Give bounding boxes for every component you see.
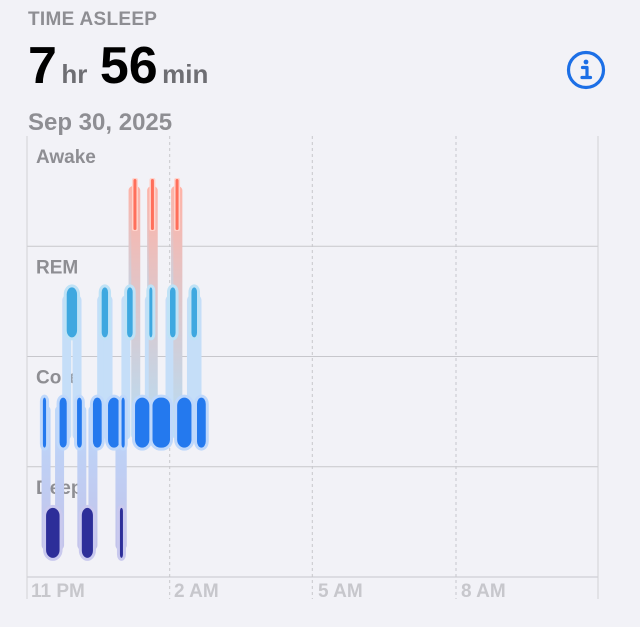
x-tick-label: 8 AM: [461, 581, 506, 602]
stage-bar-awake: [174, 178, 181, 231]
stage-bar-rem: [146, 284, 156, 341]
time-asleep-label: TIME ASLEEP: [28, 9, 158, 30]
stage-bar-core: [56, 394, 70, 451]
x-tick-label: 11 PM: [31, 581, 85, 602]
info-circle-icon: [566, 50, 606, 90]
stage-bar-core: [149, 394, 173, 451]
x-tick-label: 2 AM: [174, 581, 219, 602]
stage-bar-core: [74, 394, 85, 451]
stage-bar-core: [132, 394, 153, 451]
stage-bar-core: [105, 394, 123, 451]
stage-bar-deep: [116, 504, 126, 561]
stage-bar-awake: [131, 178, 138, 231]
stage-bar-deep: [43, 504, 63, 561]
stage-bar-rem: [63, 284, 81, 341]
stage-bar-rem: [188, 284, 201, 341]
x-tick-label: 5 AM: [318, 581, 363, 602]
stage-bar-deep: [78, 504, 96, 561]
stage-bar-rem: [98, 284, 112, 341]
stage-bar-core: [118, 394, 128, 451]
stage-bar-core: [39, 394, 50, 451]
minutes-value: 56: [99, 37, 158, 95]
stage-bar-core: [89, 394, 105, 451]
header: TIME ASLEEP 7 hr 56 min Sep 30, 2025: [28, 8, 216, 137]
minutes-unit: min: [162, 59, 209, 89]
stage-transition: [131, 186, 141, 440]
stage-bar-rem: [124, 284, 136, 341]
stage-bar-core: [174, 394, 195, 451]
sleep-date: Sep 30, 2025: [28, 109, 173, 136]
hours-value: 7: [28, 37, 57, 95]
stage-label-rem: REM: [36, 257, 78, 278]
stage-bar-awake: [149, 178, 156, 231]
stage-bar-rem: [167, 284, 179, 341]
sleep-duration: 7 hr 56 min: [28, 38, 216, 107]
stage-label-awake: Awake: [36, 147, 96, 168]
stage-bar-core: [194, 394, 209, 451]
hours-unit: hr: [61, 59, 88, 89]
info-button[interactable]: [566, 50, 606, 90]
